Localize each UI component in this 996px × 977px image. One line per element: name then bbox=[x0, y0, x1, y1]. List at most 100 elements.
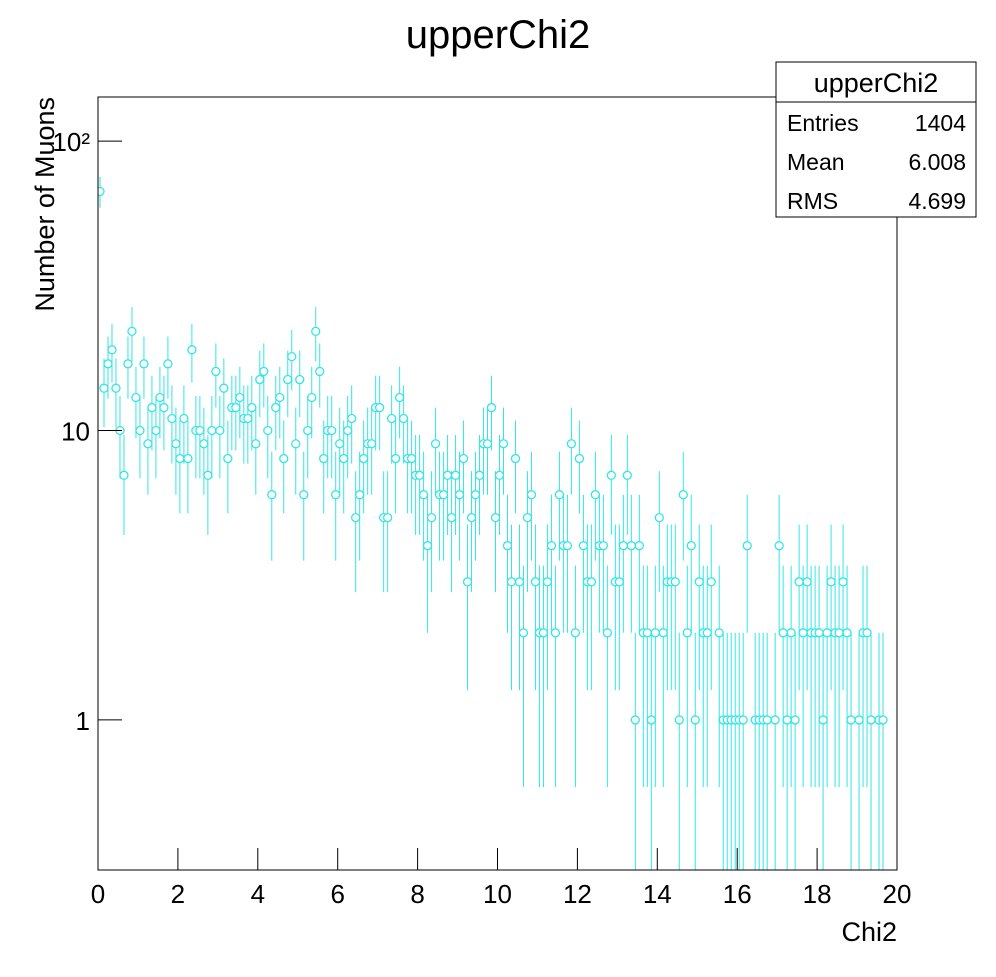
marker bbox=[335, 439, 345, 449]
marker bbox=[826, 577, 836, 587]
marker bbox=[147, 402, 157, 413]
marker bbox=[219, 383, 229, 393]
marker bbox=[682, 628, 692, 638]
marker bbox=[794, 577, 804, 587]
marker bbox=[139, 359, 149, 369]
marker bbox=[634, 541, 644, 551]
marker bbox=[163, 359, 173, 369]
marker bbox=[111, 383, 121, 393]
marker bbox=[199, 439, 209, 449]
marker bbox=[866, 715, 876, 725]
marker bbox=[123, 359, 133, 369]
marker bbox=[618, 541, 628, 551]
marker bbox=[255, 374, 265, 385]
stats-value: 1404 bbox=[915, 110, 966, 136]
marker bbox=[502, 541, 513, 551]
marker bbox=[762, 715, 772, 725]
marker bbox=[550, 628, 561, 638]
stats-value: 6.008 bbox=[908, 149, 966, 175]
marker bbox=[119, 470, 129, 480]
marker bbox=[530, 577, 541, 587]
marker bbox=[263, 425, 273, 436]
marker bbox=[506, 577, 517, 587]
marker bbox=[275, 392, 285, 403]
x-tick-label: 16 bbox=[723, 879, 752, 909]
marker bbox=[786, 628, 796, 638]
marker bbox=[650, 628, 660, 638]
marker bbox=[422, 541, 433, 551]
marker bbox=[630, 715, 640, 725]
marker bbox=[670, 577, 680, 587]
x-tick-label: 18 bbox=[803, 879, 832, 909]
marker bbox=[155, 392, 165, 403]
marker bbox=[223, 453, 233, 464]
marker bbox=[438, 490, 449, 500]
marker bbox=[450, 470, 461, 480]
marker bbox=[398, 413, 409, 424]
x-tick-label: 10 bbox=[483, 879, 512, 909]
marker bbox=[315, 366, 325, 377]
marker bbox=[279, 453, 289, 464]
marker bbox=[374, 402, 385, 413]
marker bbox=[834, 628, 844, 638]
stats-key: Mean bbox=[787, 149, 845, 175]
y-axis-label: Number of Muons bbox=[30, 97, 60, 312]
marker bbox=[542, 577, 553, 587]
marker bbox=[127, 326, 137, 337]
marker bbox=[406, 453, 417, 464]
marker bbox=[430, 439, 441, 449]
marker bbox=[822, 628, 832, 638]
marker bbox=[167, 413, 177, 424]
marker bbox=[418, 490, 429, 500]
marker bbox=[339, 453, 349, 464]
marker bbox=[203, 470, 213, 480]
marker bbox=[598, 541, 609, 551]
marker bbox=[367, 439, 377, 449]
marker bbox=[303, 425, 313, 436]
marker bbox=[626, 541, 636, 551]
marker bbox=[446, 512, 457, 523]
marker bbox=[390, 453, 401, 464]
x-tick-label: 14 bbox=[643, 879, 672, 909]
x-axis-label: Chi2 bbox=[841, 917, 897, 947]
marker bbox=[658, 628, 668, 638]
stats-value: 4.699 bbox=[908, 188, 966, 214]
plot-marks bbox=[98, 176, 888, 870]
marker bbox=[510, 453, 521, 464]
marker bbox=[243, 413, 253, 424]
stats-frame bbox=[775, 61, 977, 218]
marker bbox=[327, 425, 337, 436]
marker bbox=[586, 577, 597, 587]
marker bbox=[231, 402, 241, 413]
marker bbox=[347, 413, 357, 424]
marker bbox=[486, 402, 497, 413]
marker bbox=[818, 715, 828, 725]
marker bbox=[774, 541, 784, 551]
marker bbox=[690, 715, 700, 725]
marker bbox=[562, 541, 573, 551]
marker bbox=[706, 577, 716, 587]
marker bbox=[482, 439, 493, 449]
marker bbox=[215, 425, 225, 436]
marker bbox=[770, 715, 780, 725]
marker bbox=[187, 345, 197, 355]
marker bbox=[574, 453, 585, 464]
stats-key: RMS bbox=[787, 188, 838, 214]
marker bbox=[151, 425, 161, 436]
marker bbox=[462, 577, 473, 587]
marker bbox=[474, 470, 485, 480]
chart-title: upperChi2 bbox=[406, 13, 591, 57]
marker bbox=[355, 490, 365, 500]
y-tick-label: 1 bbox=[76, 706, 90, 736]
marker bbox=[442, 470, 453, 480]
marker bbox=[259, 366, 269, 377]
marker bbox=[522, 512, 533, 523]
marker bbox=[107, 345, 117, 355]
marker bbox=[862, 628, 872, 638]
marker bbox=[359, 453, 369, 464]
marker bbox=[678, 490, 688, 500]
marker bbox=[654, 512, 664, 523]
marker bbox=[494, 470, 505, 480]
marker bbox=[578, 541, 589, 551]
